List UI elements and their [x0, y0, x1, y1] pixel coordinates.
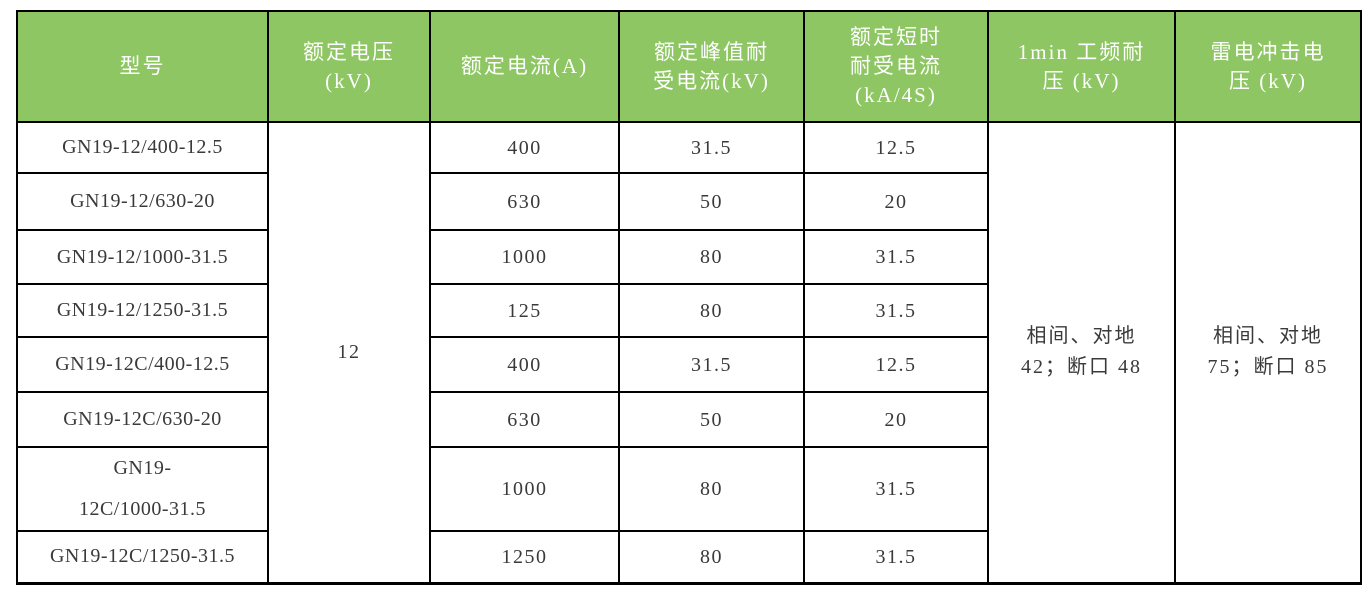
table-row: GN19-12/400-12.5 12 400 31.5 12.5 相间、对地 …: [16, 121, 1362, 584]
col-header-short-time-withstand: 额定短时 耐受电流 (kA/4S): [803, 10, 989, 123]
power-freq-merged-cell: 相间、对地 42；断口 48: [987, 121, 1176, 584]
table-row: GN19-12/630-20 630 50 20: [16, 172, 1361, 231]
peak-withstand-cell: 80: [618, 229, 805, 285]
peak-withstand-cell: 50: [618, 391, 805, 448]
short-time-withstand-cell: 12.5: [803, 121, 989, 174]
model-cell: GN19-12/1250-31.5: [16, 283, 269, 338]
col-header-model: 型号: [16, 10, 269, 123]
rated-current-cell: 400: [429, 336, 620, 393]
short-time-withstand-cell: 20: [803, 391, 989, 448]
peak-withstand-cell: 80: [618, 283, 805, 338]
table-row: GN19-12C/630-20 630 50 20: [16, 391, 1361, 448]
peak-withstand-cell: 31.5: [618, 336, 805, 393]
col-header-power-freq-withstand: 1min 工频耐 压 (kV): [987, 10, 1176, 123]
rated-current-cell: 1000: [429, 446, 620, 532]
peak-withstand-cell: 31.5: [618, 121, 805, 174]
table-row: GN19-12/1000-31.5 1000 80 31.5: [16, 229, 1361, 285]
rated-current-cell: 1250: [429, 530, 620, 584]
table-row: GN19-12C/1250-31.5 1250 80 31.5: [16, 530, 1361, 584]
short-time-withstand-cell: 20: [803, 172, 989, 231]
model-cell: GN19-12/630-20: [16, 172, 269, 231]
model-cell: GN19-12C/630-20: [16, 391, 269, 448]
table-row: GN19-12C/400-12.5 400 31.5 12.5: [16, 336, 1361, 393]
model-cell: GN19-12/400-12.5: [16, 121, 269, 174]
rated-current-cell: 125: [429, 283, 620, 338]
model-cell: GN19-12C/1250-31.5: [16, 530, 269, 584]
rated-current-cell: 400: [429, 121, 620, 174]
rated-voltage-merged-cell: 12: [267, 121, 431, 584]
short-time-withstand-cell: 31.5: [803, 229, 989, 285]
short-time-withstand-cell: 31.5: [803, 283, 989, 338]
spec-table: 型号 额定电压 (kV) 额定电流(A) 额定峰值耐 受电流(kV) 额定短时 …: [16, 10, 1362, 585]
rated-current-cell: 630: [429, 172, 620, 231]
rated-current-cell: 1000: [429, 229, 620, 285]
col-header-lightning-impulse: 雷电冲击电 压 (kV): [1174, 10, 1362, 123]
short-time-withstand-cell: 31.5: [803, 530, 989, 584]
peak-withstand-cell: 80: [618, 446, 805, 532]
header-row: 型号 额定电压 (kV) 额定电流(A) 额定峰值耐 受电流(kV) 额定短时 …: [16, 10, 1362, 123]
short-time-withstand-cell: 31.5: [803, 446, 989, 532]
lightning-impulse-merged-cell: 相间、对地 75；断口 85: [1174, 121, 1362, 584]
col-header-rated-voltage: 额定电压 (kV): [267, 10, 431, 123]
model-cell: GN19- 12C/1000-31.5: [16, 446, 269, 532]
model-cell: GN19-12/1000-31.5: [16, 229, 269, 285]
table-row: GN19-12/1250-31.5 125 80 31.5: [16, 283, 1361, 338]
col-header-peak-withstand: 额定峰值耐 受电流(kV): [618, 10, 805, 123]
model-cell: GN19-12C/400-12.5: [16, 336, 269, 393]
rated-current-cell: 630: [429, 391, 620, 448]
col-header-rated-current: 额定电流(A): [429, 10, 620, 123]
table-row: GN19- 12C/1000-31.5 1000 80 31.5: [16, 446, 1361, 532]
peak-withstand-cell: 50: [618, 172, 805, 231]
short-time-withstand-cell: 12.5: [803, 336, 989, 393]
peak-withstand-cell: 80: [618, 530, 805, 584]
